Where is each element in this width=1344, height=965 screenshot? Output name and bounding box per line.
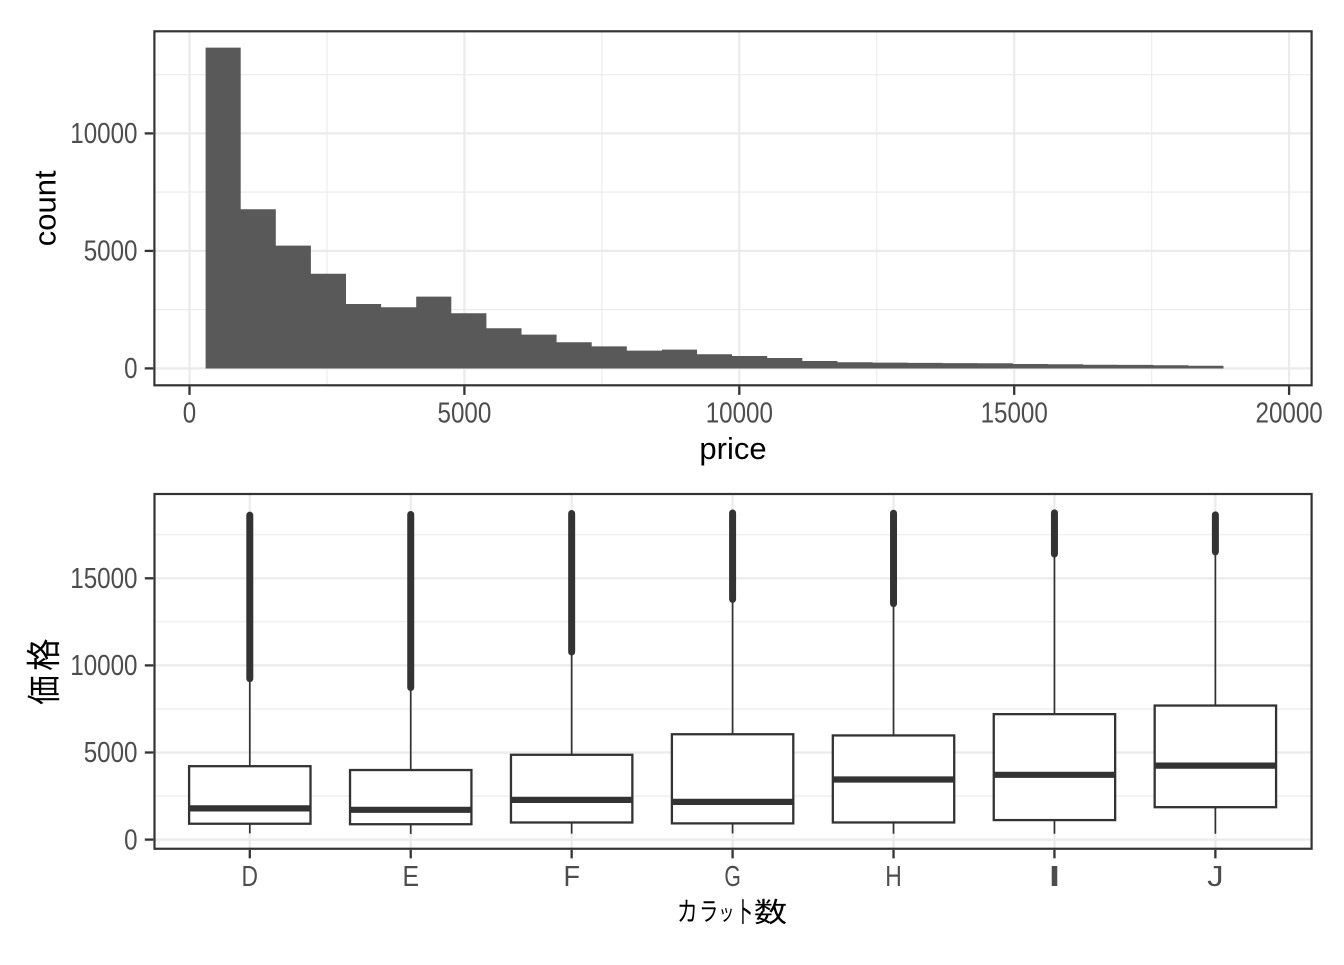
svg-text:0: 0 [124, 353, 137, 385]
svg-text:H: H [885, 861, 902, 893]
svg-text:I: I [1046, 861, 1063, 893]
svg-text:0: 0 [183, 397, 196, 429]
svg-text:G: G [724, 861, 741, 893]
svg-text:15000: 15000 [70, 563, 137, 595]
svg-text:count: count [28, 170, 63, 246]
svg-text:price: price [699, 431, 766, 466]
svg-text:0: 0 [124, 824, 137, 856]
svg-text:10000: 10000 [70, 650, 137, 682]
svg-text:5000: 5000 [84, 737, 138, 769]
svg-text:15000: 15000 [981, 397, 1048, 429]
svg-text:J: J [1207, 861, 1224, 893]
svg-text:20000: 20000 [1256, 397, 1323, 429]
svg-text:10000: 10000 [70, 118, 137, 150]
svg-text:F: F [563, 861, 580, 893]
svg-text:E: E [402, 861, 419, 893]
svg-text:5000: 5000 [438, 397, 492, 429]
svg-text:10000: 10000 [706, 397, 773, 429]
svg-text:5000: 5000 [84, 236, 138, 268]
svg-text:D: D [242, 861, 259, 893]
